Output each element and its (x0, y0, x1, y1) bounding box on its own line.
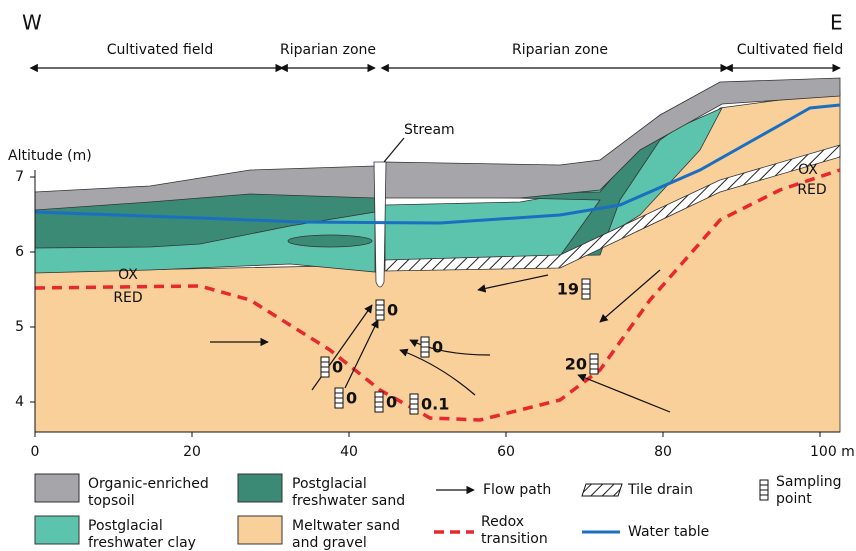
legend-label: Postglacial (88, 518, 163, 534)
ox-label: OX (798, 162, 818, 178)
sampling-value: 0.1 (421, 395, 449, 414)
sampling-value: 19 (557, 280, 579, 299)
legend-label: topsoil (88, 493, 135, 509)
legend-swatch (35, 474, 79, 502)
legend-label: Postglacial (292, 476, 367, 492)
sampling-value: 20 (565, 355, 587, 374)
legend-label: Redox (481, 514, 524, 530)
legend-swatch (35, 516, 79, 544)
zone-label: Riparian zone (280, 42, 376, 58)
legend-label: freshwater sand (292, 493, 405, 509)
stream-label: Stream (404, 122, 455, 138)
legend-label: transition (481, 531, 548, 547)
cross-section-figure: W E Cultivated field Riparian zone Ripar… (0, 0, 856, 551)
zone-label: Riparian zone (512, 42, 608, 58)
red-label: RED (113, 290, 142, 306)
y-tick-label: 7 (15, 169, 24, 185)
west-label: W (22, 11, 42, 35)
x-tick-label: 100 m (810, 444, 855, 460)
legend-swatch (238, 516, 282, 544)
sampling-value: 0 (386, 393, 397, 412)
sampling-value: 0 (346, 389, 357, 408)
y-tick-label: 5 (15, 319, 24, 335)
x-tick-label: 40 (340, 444, 358, 460)
y-axis-label: Altitude (m) (8, 148, 92, 164)
y-tick-label: 6 (15, 244, 24, 260)
x-tick-label: 80 (654, 444, 672, 460)
east-label: E (830, 11, 843, 35)
red-label: RED (797, 182, 826, 198)
ox-label: OX (118, 267, 138, 283)
legend-label: Meltwater sand (292, 518, 400, 534)
sand-lens (288, 235, 372, 247)
legend-swatch (238, 474, 282, 502)
legend-label: Flow path (483, 482, 551, 498)
x-tick-label: 20 (183, 444, 201, 460)
stream (374, 162, 386, 287)
zone-label: Cultivated field (107, 42, 213, 58)
legend-label: freshwater clay (88, 535, 196, 551)
legend-label: and gravel (292, 535, 367, 551)
stream-pointer (384, 138, 404, 162)
legend-swatch (582, 484, 622, 496)
x-tick-label: 0 (31, 444, 40, 460)
legend-label: Water table (628, 524, 709, 540)
sampling-value: 0 (332, 358, 343, 377)
legend-label: point (776, 491, 812, 507)
sampling-value: 0 (432, 338, 443, 357)
zone-label: Cultivated field (737, 42, 843, 58)
legend-label: Organic-enriched (88, 476, 209, 492)
legend-label: Tile drain (627, 482, 693, 498)
y-tick-label: 4 (15, 394, 24, 410)
legend-label: Sampling (776, 474, 842, 490)
x-tick-label: 60 (497, 444, 515, 460)
sampling-value: 0 (387, 301, 398, 320)
